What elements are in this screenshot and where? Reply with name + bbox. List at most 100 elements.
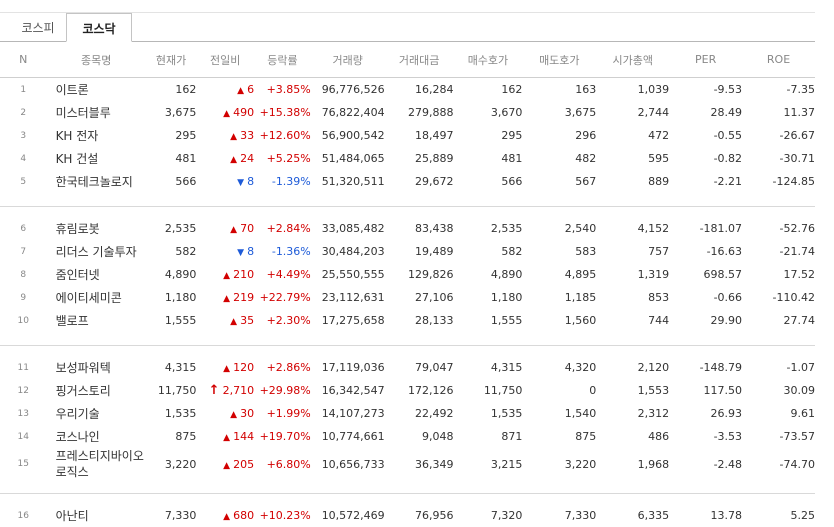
current-price: 3,675 [146, 101, 197, 124]
stock-name-link[interactable]: 리더스 기술투자 [56, 245, 137, 259]
stock-name-link[interactable]: 에이티세미콘 [56, 291, 122, 305]
stock-name-link[interactable]: KH 전자 [56, 129, 99, 143]
stock-name-link[interactable]: 핑거스토리 [56, 384, 111, 398]
stock-name-link[interactable]: 줌인터넷 [56, 268, 100, 282]
stock-name-cell[interactable]: 휴림로봇 [47, 217, 146, 240]
stock-name-cell[interactable]: 아난티 [47, 504, 146, 527]
bid-price: 1,180 [454, 286, 523, 309]
stock-name-cell[interactable]: 한국테크놀로지 [47, 170, 146, 193]
trade-amount: 27,106 [385, 286, 454, 309]
stock-name-link[interactable]: 한국테크놀로지 [56, 175, 133, 189]
price-change-value: 120 [233, 361, 254, 374]
current-price: 2,535 [146, 217, 197, 240]
col-header-name[interactable]: 종목명 [47, 42, 146, 78]
col-header-rate[interactable]: 등락률 [254, 42, 311, 78]
up-triangle-icon: ▲ [223, 461, 230, 471]
stock-name-cell[interactable]: 보성파워텍 [47, 356, 146, 379]
stock-name-link[interactable]: 코스나인 [56, 430, 100, 444]
stock-name-link[interactable]: 밸로프 [56, 314, 89, 328]
per-value: -181.07 [669, 217, 742, 240]
stock-name-link[interactable]: 아난티 [56, 509, 89, 523]
stock-name-link[interactable]: KH 건설 [56, 152, 99, 166]
stock-name-cell[interactable]: 리더스 기술투자 [47, 240, 146, 263]
stock-name-link[interactable]: 휴림로봇 [56, 222, 100, 236]
col-header-amount[interactable]: 거래대금 [385, 42, 454, 78]
market-cap: 472 [596, 124, 669, 147]
trade-amount: 83,438 [385, 217, 454, 240]
row-number: 1 [0, 78, 47, 102]
trade-amount: 76,956 [385, 504, 454, 527]
up-triangle-icon: ▲ [237, 86, 244, 96]
col-header-bid[interactable]: 매수호가 [454, 42, 523, 78]
col-header-roe[interactable]: ROE [742, 42, 815, 78]
roe-value: -52.76 [742, 217, 815, 240]
roe-value: 5.25 [742, 504, 815, 527]
row-number: 15 [0, 448, 47, 480]
stock-name-cell[interactable]: 미스터블루 [47, 101, 146, 124]
ask-price: 4,320 [522, 356, 596, 379]
stock-name-link[interactable]: 우리기술 [56, 407, 100, 421]
stock-name-link[interactable]: 프레스티지바이오로직스 [56, 448, 146, 480]
current-price: 582 [146, 240, 197, 263]
price-change-value: 205 [233, 458, 254, 471]
col-header-price[interactable]: 현재가 [146, 42, 197, 78]
group-separator [0, 193, 815, 207]
trade-volume: 76,822,404 [311, 101, 385, 124]
stock-name-cell[interactable]: KH 전자 [47, 124, 146, 147]
change-rate: +2.86% [254, 356, 311, 379]
stock-name-cell[interactable]: 줌인터넷 [47, 263, 146, 286]
up-triangle-icon: ▲ [223, 271, 230, 281]
roe-value: -26.67 [742, 124, 815, 147]
stock-name-link[interactable]: 보성파워텍 [56, 361, 111, 375]
trade-volume: 10,572,469 [311, 504, 385, 527]
roe-value: -73.57 [742, 425, 815, 448]
per-value: -3.53 [669, 425, 742, 448]
stock-name-cell[interactable]: 밸로프 [47, 309, 146, 332]
col-header-change[interactable]: 전일비 [196, 42, 254, 78]
price-change-value: 35 [240, 314, 254, 327]
trade-amount: 79,047 [385, 356, 454, 379]
group-gap [0, 346, 815, 357]
tab-kospi[interactable]: 코스피 [10, 16, 66, 41]
tab-kosdaq[interactable]: 코스닥 [66, 13, 132, 42]
down-triangle-icon: ▼ [237, 248, 244, 258]
up-triangle-icon: ▲ [223, 294, 230, 304]
current-price: 566 [146, 170, 197, 193]
stock-name-cell[interactable]: 우리기술 [47, 402, 146, 425]
col-header-ask[interactable]: 매도호가 [522, 42, 596, 78]
market-cap: 6,335 [596, 504, 669, 527]
price-change: ▲490 [196, 101, 254, 124]
current-price: 11,750 [146, 379, 197, 402]
stock-name-cell[interactable]: 프레스티지바이오로직스 [47, 448, 146, 480]
row-number: 4 [0, 147, 47, 170]
row-number: 12 [0, 379, 47, 402]
stock-name-cell[interactable]: 코스나인 [47, 425, 146, 448]
price-change: ▼8 [196, 170, 254, 193]
stock-name-link[interactable]: 이트론 [56, 83, 89, 97]
trade-amount: 36,349 [385, 448, 454, 480]
per-value: 28.49 [669, 101, 742, 124]
stock-name-cell[interactable]: 에이티세미콘 [47, 286, 146, 309]
change-rate: +2.84% [254, 217, 311, 240]
stock-name-cell[interactable]: KH 건설 [47, 147, 146, 170]
price-change: ▼8 [196, 240, 254, 263]
up-triangle-icon: ▲ [230, 132, 237, 142]
stock-name-cell[interactable]: 이트론 [47, 78, 146, 102]
roe-value: -21.74 [742, 240, 815, 263]
price-change: ▲120 [196, 356, 254, 379]
per-value: -148.79 [669, 356, 742, 379]
row-number: 10 [0, 309, 47, 332]
col-header-per[interactable]: PER [669, 42, 742, 78]
price-change-value: 2,710 [223, 384, 255, 397]
per-value: -16.63 [669, 240, 742, 263]
stock-name-link[interactable]: 미스터블루 [56, 106, 111, 120]
col-header-volume[interactable]: 거래량 [311, 42, 385, 78]
col-header-market-cap[interactable]: 시가총액 [596, 42, 669, 78]
stock-name-cell[interactable]: 핑거스토리 [47, 379, 146, 402]
change-rate: -1.39% [254, 170, 311, 193]
roe-value: -124.85 [742, 170, 815, 193]
